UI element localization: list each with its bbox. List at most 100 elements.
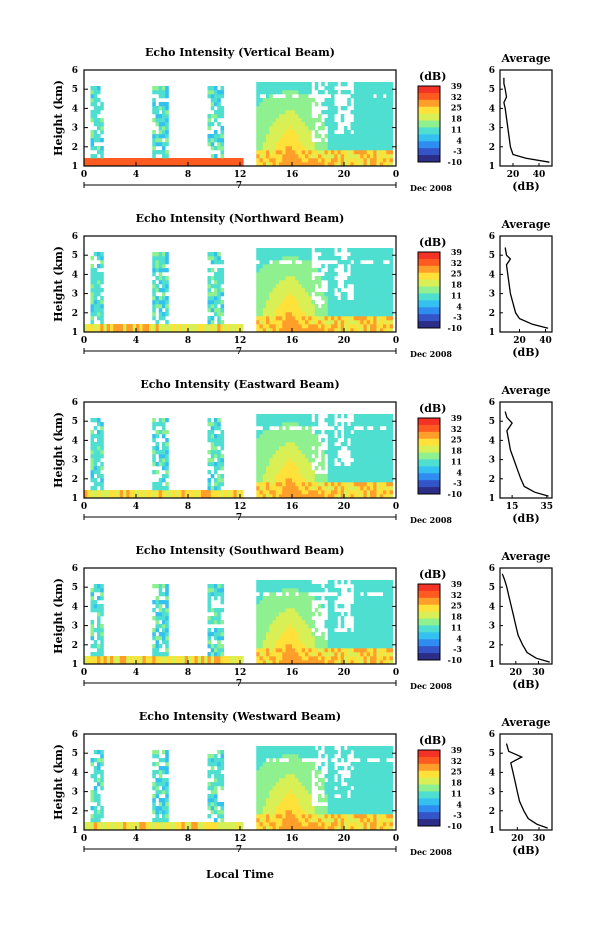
heatmap-cell [350,264,355,269]
heatmap-cell [334,264,338,269]
heatmap-cell [318,256,322,261]
heatmap-cell [272,430,277,435]
heatmap-cell [350,304,355,309]
heatmap-cell [376,320,381,325]
heatmap-cell [113,490,117,495]
heatmap-cell [347,142,351,147]
heatmap-cell [363,454,368,459]
heatmap-cell [373,656,377,661]
heatmap-cell [162,296,166,301]
avg-y-tick-label: 4 [489,270,495,280]
heatmap-cell [272,300,277,305]
heatmap-cell [262,794,267,799]
heatmap-cell [282,284,286,289]
heatmap-cell [90,134,95,139]
heatmap-cell [220,288,225,293]
heatmap-cell [168,826,173,831]
heatmap-cell [100,324,104,329]
heatmap-cell [386,284,390,289]
heatmap-cell [220,276,225,281]
heatmap-cell [340,620,345,625]
heatmap-cell [162,640,166,645]
heatmap-cell [106,822,111,827]
heatmap-cell [308,640,312,645]
heatmap-cell [357,86,361,91]
heatmap-cell [168,162,173,167]
heatmap-cell [162,786,166,791]
heatmap-cell [288,490,293,495]
heatmap-cell [269,162,273,167]
heatmap-cell [139,158,143,163]
heatmap-cell [337,458,342,463]
heatmap-cell [366,324,371,329]
heatmap-cell [288,252,293,257]
heatmap-cell [103,826,108,831]
heatmap-cell [327,600,332,605]
heatmap-cell [285,640,290,645]
heatmap-cell [305,604,309,609]
heatmap-cell [360,600,364,605]
heatmap-cell [279,426,283,431]
heatmap-cell [373,292,377,297]
heatmap-cell [106,158,111,163]
heatmap-cell [259,276,264,281]
heatmap-cell [331,644,335,649]
heatmap-cell [308,628,312,633]
heatmap-cell [373,300,377,305]
heatmap-cell [256,790,260,795]
heatmap-cell [324,478,329,483]
heatmap-cell [158,624,163,629]
heatmap-cell [298,248,303,253]
heatmap-cell [298,628,303,633]
heatmap-cell [93,296,98,301]
heatmap-cell [334,162,338,167]
heatmap-cell [97,284,101,289]
heatmap-cell [295,616,299,621]
heatmap-cell [269,418,273,423]
heatmap-cell [386,126,390,131]
heatmap-cell [266,790,270,795]
heatmap-cell [373,324,377,329]
heatmap-cell [379,252,384,257]
heatmap-cell [207,660,212,665]
heatmap-cell [214,418,218,423]
heatmap-cell [383,122,387,127]
heatmap-cell [262,284,267,289]
heatmap-cell [389,462,394,467]
heatmap-cell [152,798,156,803]
heatmap-cell [363,248,368,253]
heatmap-cell [327,162,332,167]
heatmap-cell [279,486,283,491]
heatmap-cell [334,588,338,593]
heatmap-cell [331,652,335,657]
avg-y-tick-label: 3 [489,622,495,632]
heatmap-cell [97,656,101,661]
heatmap-cell [383,470,387,475]
heatmap-cell [214,486,218,491]
heatmap-cell [370,102,374,107]
average-profile-line [504,411,549,497]
heatmap-cell [210,462,215,467]
heatmap-cell [279,252,283,257]
heatmap-cell [129,826,134,831]
heatmap-cell [256,102,260,107]
heatmap-cell [272,442,277,447]
heatmap-cell [288,162,293,167]
heatmap-cell [292,122,296,127]
heatmap-cell [269,442,273,447]
heatmap-cell [386,636,390,641]
heatmap-cell [275,260,280,265]
heatmap-cell [100,636,104,641]
heatmap-cell [318,308,322,313]
heatmap-cell [220,652,225,657]
heatmap-cell [308,316,312,321]
heatmap-cell [311,328,316,333]
heatmap-cell [162,284,166,289]
colorbar-step [418,141,440,146]
heatmap-cell [194,158,199,163]
heatmap-cell [162,426,166,431]
heatmap-cell [266,142,270,147]
heatmap-cell [90,280,95,285]
heatmap-cell [295,154,299,159]
heatmap-cell [100,628,104,633]
